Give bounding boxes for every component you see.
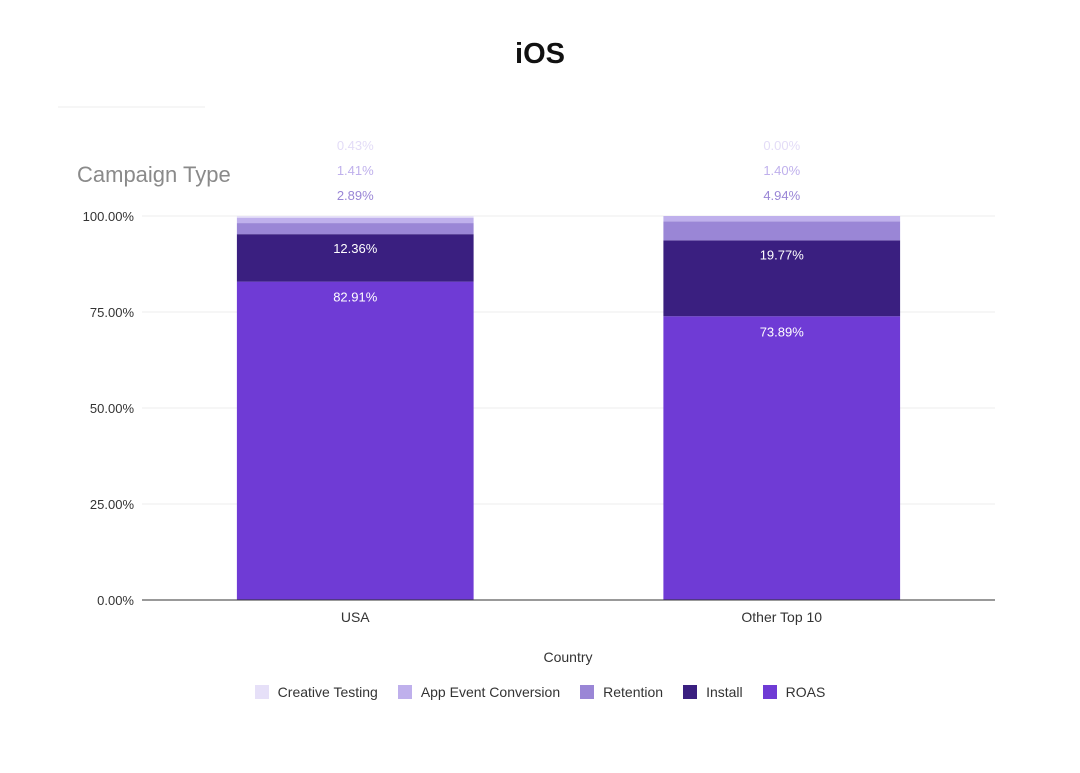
data-labels: 82.91% 12.36% 2.89% 1.41% 0.43% 73.89% 19.77% 4… xyxy=(333,138,804,339)
y-tick-label: 25.00% xyxy=(90,497,135,512)
data-label: 1.40% xyxy=(763,163,800,178)
x-tick-label: Other Top 10 xyxy=(741,609,822,625)
data-label: 1.41% xyxy=(337,163,374,178)
x-tick-label: USA xyxy=(341,609,370,625)
data-label: 73.89% xyxy=(760,324,805,339)
bar-segment xyxy=(236,216,474,218)
legend-item: Install xyxy=(683,684,743,700)
data-label: 2.89% xyxy=(337,188,374,203)
bar-segment xyxy=(236,234,474,282)
legend-label: Creative Testing xyxy=(277,684,378,700)
y-tick-label: 50.00% xyxy=(90,401,135,416)
bar-segment xyxy=(236,281,474,600)
data-label: 19.77% xyxy=(760,247,805,262)
data-label: 4.94% xyxy=(763,188,800,203)
legend-item: ROAS xyxy=(762,684,826,700)
bar-segment xyxy=(663,221,901,241)
data-label: 12.36% xyxy=(333,241,378,256)
x-axis-label: Country xyxy=(543,649,592,665)
bar-segment xyxy=(236,217,474,224)
legend-label: Retention xyxy=(603,684,664,700)
legend: Creative Testing App Event Conversion Rete… xyxy=(0,684,1080,700)
chart-subtitle: Campaign Type xyxy=(77,162,231,187)
data-label: 82.91% xyxy=(333,290,378,305)
legend-swatch xyxy=(580,685,595,699)
legend-item: Retention xyxy=(580,684,663,700)
y-tick-label: 0.00% xyxy=(97,593,134,608)
bar-segment xyxy=(663,240,901,317)
y-tick-label: 100.00% xyxy=(83,209,135,224)
legend-label: App Event Conversion xyxy=(420,684,561,700)
bar-segment xyxy=(663,316,901,600)
legend-item: App Event Conversion xyxy=(397,684,561,700)
axes: 0.00% 25.00% 50.00% 75.00% 100.00% USA Other T… xyxy=(83,209,995,625)
chart-title: iOS xyxy=(515,38,565,70)
legend-swatch xyxy=(254,685,269,699)
data-label: 0.00% xyxy=(763,138,800,153)
legend-swatch xyxy=(683,685,698,699)
bar-segment xyxy=(236,223,474,235)
legend-swatch xyxy=(762,685,777,699)
legend-label: Install xyxy=(706,684,743,700)
legend-item: Creative Testing xyxy=(254,684,378,700)
y-tick-label: 75.00% xyxy=(90,305,135,320)
bars xyxy=(236,216,901,600)
bar-segment xyxy=(663,216,901,222)
data-label: 0.43% xyxy=(337,138,374,153)
legend-label: ROAS xyxy=(785,684,826,700)
legend-swatch xyxy=(397,685,412,699)
